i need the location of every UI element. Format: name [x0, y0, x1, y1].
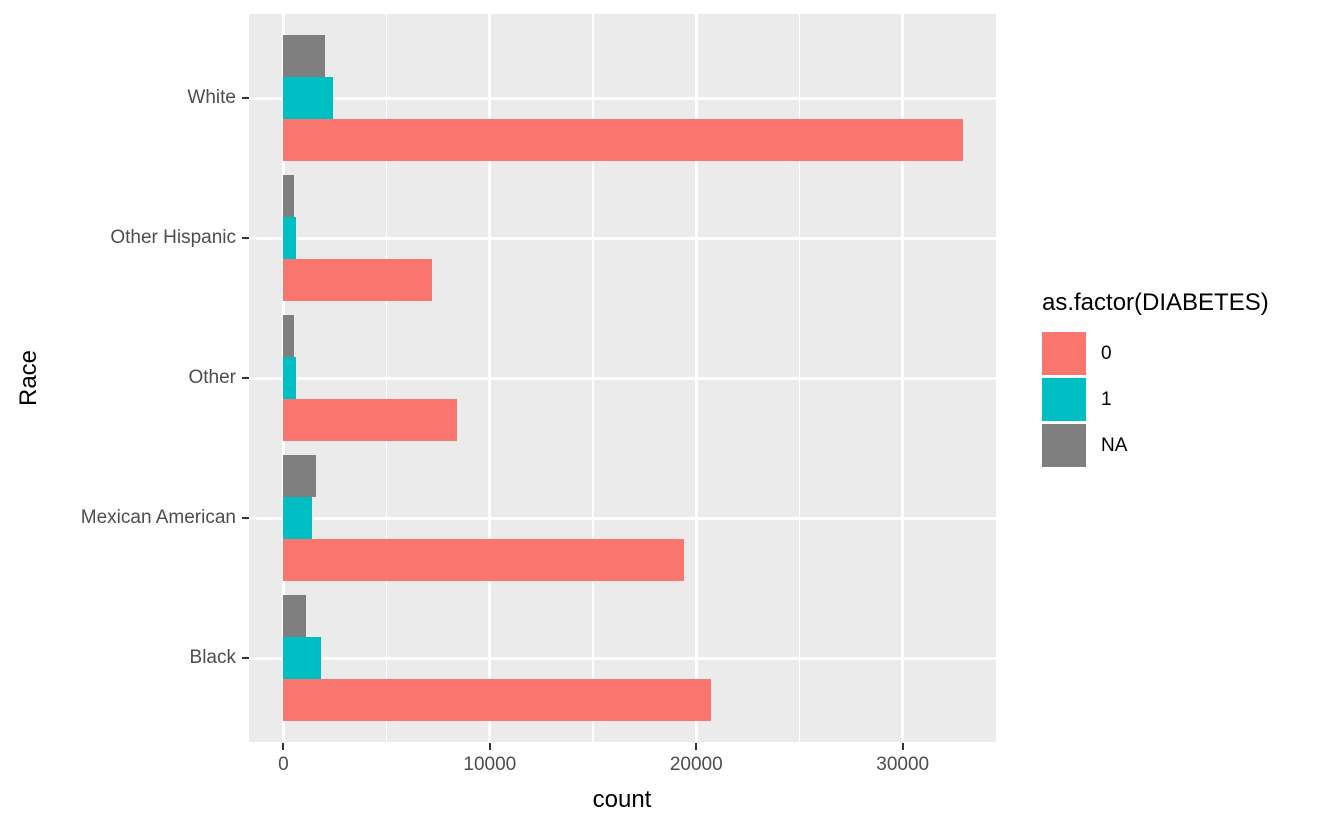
x-axis-tick-label: 20000 [669, 754, 723, 775]
x-axis-tick-label: 10000 [463, 754, 517, 775]
y-axis-label: White [187, 87, 236, 108]
major-gridline [249, 96, 996, 100]
bar-other-hispanic-0 [283, 259, 433, 301]
plot-panel [249, 14, 996, 742]
bar-other-na [283, 315, 294, 357]
bar-mexican-american-na [283, 455, 317, 497]
legend-swatch-na [1042, 424, 1086, 467]
y-axis-tick [242, 517, 249, 519]
y-axis-tick [242, 657, 249, 659]
y-axis-tick [242, 97, 249, 99]
bar-black-na [283, 595, 307, 637]
major-gridline [249, 656, 996, 660]
major-gridline [249, 376, 996, 380]
bar-black-0 [283, 679, 711, 721]
bar-other-hispanic-na [283, 175, 294, 217]
y-axis-label: Black [189, 647, 236, 668]
x-axis-tick [695, 743, 698, 750]
legend-key-0: 0 [1042, 332, 1269, 375]
bar-other-1 [283, 357, 296, 399]
legend: as.factor(DIABETES) 0 1 NA [1042, 290, 1269, 470]
legend-key-na: NA [1042, 424, 1269, 467]
y-axis-title: Race [15, 349, 42, 407]
legend-label: 1 [1101, 388, 1112, 410]
legend-label: NA [1101, 434, 1128, 456]
y-axis-label: Other [188, 367, 236, 388]
bar-mexican-american-0 [283, 539, 684, 581]
legend-keys: 0 1 NA [1042, 332, 1269, 467]
bar-white-1 [283, 77, 333, 119]
x-axis-tick [488, 743, 491, 750]
x-axis-tick [282, 743, 285, 750]
major-gridline [249, 516, 996, 520]
bar-other-0 [283, 399, 457, 441]
legend-title: as.factor(DIABETES) [1042, 289, 1269, 316]
legend-key-1: 1 [1042, 378, 1269, 421]
legend-swatch-0 [1042, 332, 1086, 375]
y-axis-label: Other Hispanic [110, 227, 236, 248]
bar-other-hispanic-1 [283, 217, 296, 259]
major-gridline [249, 236, 996, 240]
x-axis-tick-label: 0 [278, 754, 289, 775]
bar-black-1 [283, 637, 321, 679]
y-axis-tick [242, 237, 249, 239]
legend-swatch-1 [1042, 378, 1086, 421]
bar-white-na [283, 35, 325, 77]
x-axis-tick-label: 30000 [876, 754, 930, 775]
y-axis-tick [242, 377, 249, 379]
y-axis-label: Mexican American [80, 507, 236, 528]
bar-white-0 [283, 119, 963, 161]
x-axis-title: count [592, 786, 652, 813]
legend-label: 0 [1101, 342, 1112, 364]
bar-mexican-american-1 [283, 497, 313, 539]
x-axis-tick [901, 743, 904, 750]
